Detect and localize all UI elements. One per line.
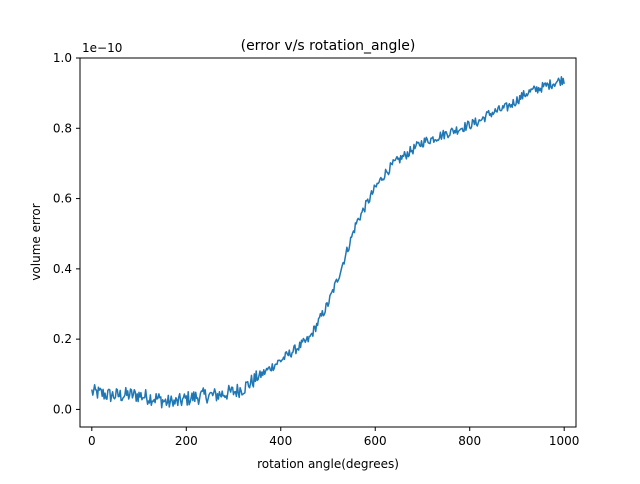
chart-title: (error v/s rotation_angle) — [241, 38, 416, 54]
y-axis-ticks: 0.0 0.2 0.4 0.6 0.8 1.0 — [53, 51, 80, 416]
y-axis-offset-text: 1e−10 — [82, 41, 122, 55]
x-axis-label: rotation angle(degrees) — [257, 457, 399, 471]
x-tick-label: 200 — [175, 434, 198, 448]
axes-frame — [79, 57, 577, 428]
y-tick-label: 0.4 — [53, 262, 72, 276]
plot-area — [79, 57, 577, 428]
y-tick-label: 0.0 — [53, 402, 72, 416]
x-tick-label: 1000 — [549, 434, 580, 448]
series-layer — [91, 76, 565, 409]
y-tick-label: 0.8 — [53, 121, 72, 135]
x-tick-label: 800 — [458, 434, 481, 448]
y-tick-label: 1.0 — [53, 51, 72, 65]
x-tick-label: 400 — [269, 434, 292, 448]
y-tick-label: 0.2 — [53, 332, 72, 346]
series-line — [91, 76, 565, 409]
x-axis-ticks: 0 200 400 600 800 1000 — [88, 427, 579, 448]
y-axis-label: volume error — [29, 203, 43, 280]
x-tick-label: 600 — [364, 434, 387, 448]
y-tick-label: 0.6 — [53, 192, 72, 206]
x-tick-label: 0 — [88, 434, 96, 448]
